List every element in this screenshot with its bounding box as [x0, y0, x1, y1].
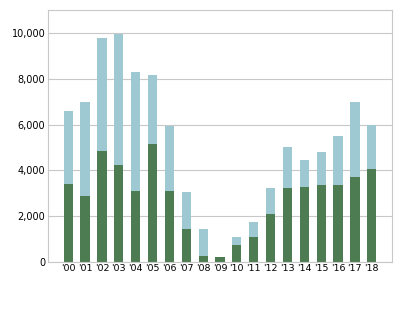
Bar [283, 148, 292, 188]
Bar [300, 160, 309, 187]
Bar [367, 169, 376, 262]
Bar [300, 187, 309, 262]
Bar [333, 136, 343, 185]
Bar [182, 192, 191, 229]
Bar [80, 101, 90, 196]
Bar [165, 191, 174, 262]
Bar [97, 151, 107, 262]
Bar [350, 177, 360, 262]
Bar [316, 185, 326, 262]
Bar [165, 126, 174, 191]
Bar [367, 124, 376, 169]
Bar [266, 214, 275, 262]
Bar [97, 38, 107, 151]
Bar [64, 111, 73, 184]
Bar [266, 188, 275, 214]
Bar [333, 185, 343, 262]
Bar [232, 245, 242, 262]
Bar [249, 237, 258, 262]
Bar [249, 222, 258, 237]
Bar [131, 72, 140, 191]
Bar [350, 101, 360, 177]
Bar [182, 229, 191, 262]
Bar [148, 75, 157, 144]
Bar [114, 165, 124, 262]
Bar [232, 237, 242, 245]
Bar [131, 191, 140, 262]
Bar [148, 144, 157, 262]
Bar [283, 188, 292, 262]
Bar [215, 257, 225, 262]
Bar [198, 229, 208, 255]
Bar [80, 196, 90, 262]
Bar [64, 184, 73, 262]
Bar [198, 255, 208, 262]
Bar [316, 152, 326, 185]
Bar [114, 34, 124, 165]
